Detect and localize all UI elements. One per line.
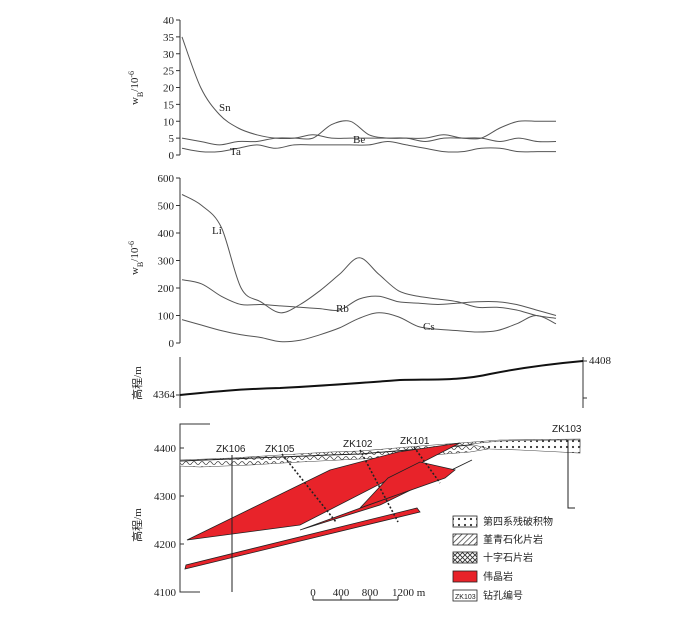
major-tick-label-200: 200 — [158, 283, 175, 295]
hole-label-zk103: ZK103 — [552, 424, 582, 435]
trace-tick-label-15: 15 — [163, 99, 175, 111]
profile-high-label: 4408 — [589, 355, 612, 367]
major-curve-li — [181, 194, 557, 319]
trace-element-panel: 0 5 10 15 20 25 30 35 40 wB/10-6 Sn Be Ta — [127, 15, 557, 162]
pegmatite-deep-vein — [184, 507, 421, 570]
legend-label-cordierite-schist: 堇青石化片岩 — [483, 533, 543, 546]
major-y-axis-title: wB/10-6 — [127, 241, 145, 275]
scale-label-1200: 1200 m — [392, 587, 426, 599]
legend-swatch-pegmatite — [452, 570, 478, 583]
legend-swatch-staurolite-schist — [452, 551, 478, 564]
legend-label-pegmatite: 伟晶岩 — [483, 570, 513, 583]
major-tick-label-400: 400 — [158, 228, 175, 240]
legend-label-drill-code: 钻孔编号 — [483, 589, 523, 602]
trace-tick-label-20: 20 — [163, 83, 175, 95]
major-curve-rb — [181, 279, 557, 316]
drill-hole-zk102 — [359, 449, 399, 523]
major-y-ticks: 0 100 200 300 400 500 600 — [158, 173, 180, 350]
series-label-cs: Cs — [423, 321, 435, 333]
section-frame — [179, 423, 210, 593]
scale-bar: 0 400 800 1200 m — [310, 587, 426, 601]
trace-tick-label-10: 10 — [163, 116, 175, 128]
scale-label-0: 0 — [310, 587, 316, 599]
section-tick-label-4400: 4400 — [154, 443, 177, 455]
profile-y-axis-title: 高程/m — [130, 366, 144, 400]
section-tick-label-4100: 4100 — [154, 587, 177, 599]
hole-label-zk105: ZK105 — [265, 444, 295, 455]
legend-swatch-cordierite-schist — [452, 533, 478, 546]
trace-curve-sn — [181, 36, 557, 143]
series-label-sn: Sn — [219, 102, 231, 114]
major-tick-label-600: 600 — [158, 173, 175, 185]
major-element-panel: 0 100 200 300 400 500 600 wB/10-6 Li Rb Cs — [127, 173, 557, 350]
trace-tick-label-5: 5 — [169, 133, 175, 145]
elevation-profile-panel: 4364 4408 高程/m — [130, 355, 612, 408]
hole-label-zk101: ZK101 — [400, 436, 430, 447]
legend-swatch-drill-code — [452, 589, 478, 602]
major-curve-cs — [181, 312, 557, 343]
drill-hole-zk105 — [281, 453, 337, 523]
section-tick-label-4300: 4300 — [154, 491, 177, 503]
trace-curve-be — [181, 120, 556, 146]
series-label-rb: Rb — [336, 303, 349, 315]
pegmatite-main-body — [186, 442, 461, 541]
major-tick-label-0: 0 — [169, 338, 175, 350]
major-tick-label-500: 500 — [158, 201, 175, 213]
trace-tick-label-40: 40 — [163, 15, 175, 27]
drill-hole-zk101 — [413, 446, 441, 484]
series-label-li: Li — [212, 225, 222, 237]
series-label-be: Be — [353, 134, 365, 146]
series-label-ta: Ta — [230, 146, 241, 158]
profile-low-label: 4364 — [153, 389, 176, 401]
legend: 第四系残破积物 堇青石化片岩 十字石片岩 伟晶岩 ZK103 钻孔编号 — [452, 515, 553, 602]
hole-label-zk102: ZK102 — [343, 439, 373, 450]
legend-swatch-quaternary — [452, 515, 478, 528]
major-tick-label-300: 300 — [158, 256, 175, 268]
elevation-profile-line — [179, 360, 584, 396]
hole-label-zk106: ZK106 — [216, 444, 246, 455]
legend-label-quaternary: 第四系残破积物 — [483, 515, 553, 528]
section-tick-label-4200: 4200 — [154, 539, 177, 551]
section-y-axis-title: 高程/m — [130, 508, 144, 542]
major-curves — [181, 194, 557, 343]
trace-curve-ta — [181, 140, 556, 153]
major-tick-label-100: 100 — [158, 311, 175, 323]
trace-tick-label-0: 0 — [169, 150, 175, 162]
trace-tick-label-35: 35 — [163, 32, 175, 44]
trace-y-ticks: 0 5 10 15 20 25 30 35 40 — [163, 15, 180, 162]
quaternary-deposit — [469, 439, 581, 454]
trace-tick-label-30: 30 — [163, 49, 175, 61]
legend-code-text: ZK103 — [455, 594, 476, 601]
trace-tick-label-25: 25 — [163, 66, 175, 78]
scale-label-400: 400 — [333, 587, 350, 599]
trace-y-axis-title: wB/10-6 — [127, 71, 145, 105]
scale-label-800: 800 — [362, 587, 379, 599]
section-y-ticks: 4100 4200 4300 4400 — [154, 443, 184, 599]
drill-hole-zk103 — [567, 440, 575, 509]
trace-curves — [181, 36, 557, 153]
legend-label-staurolite-schist: 十字石片岩 — [483, 551, 533, 564]
